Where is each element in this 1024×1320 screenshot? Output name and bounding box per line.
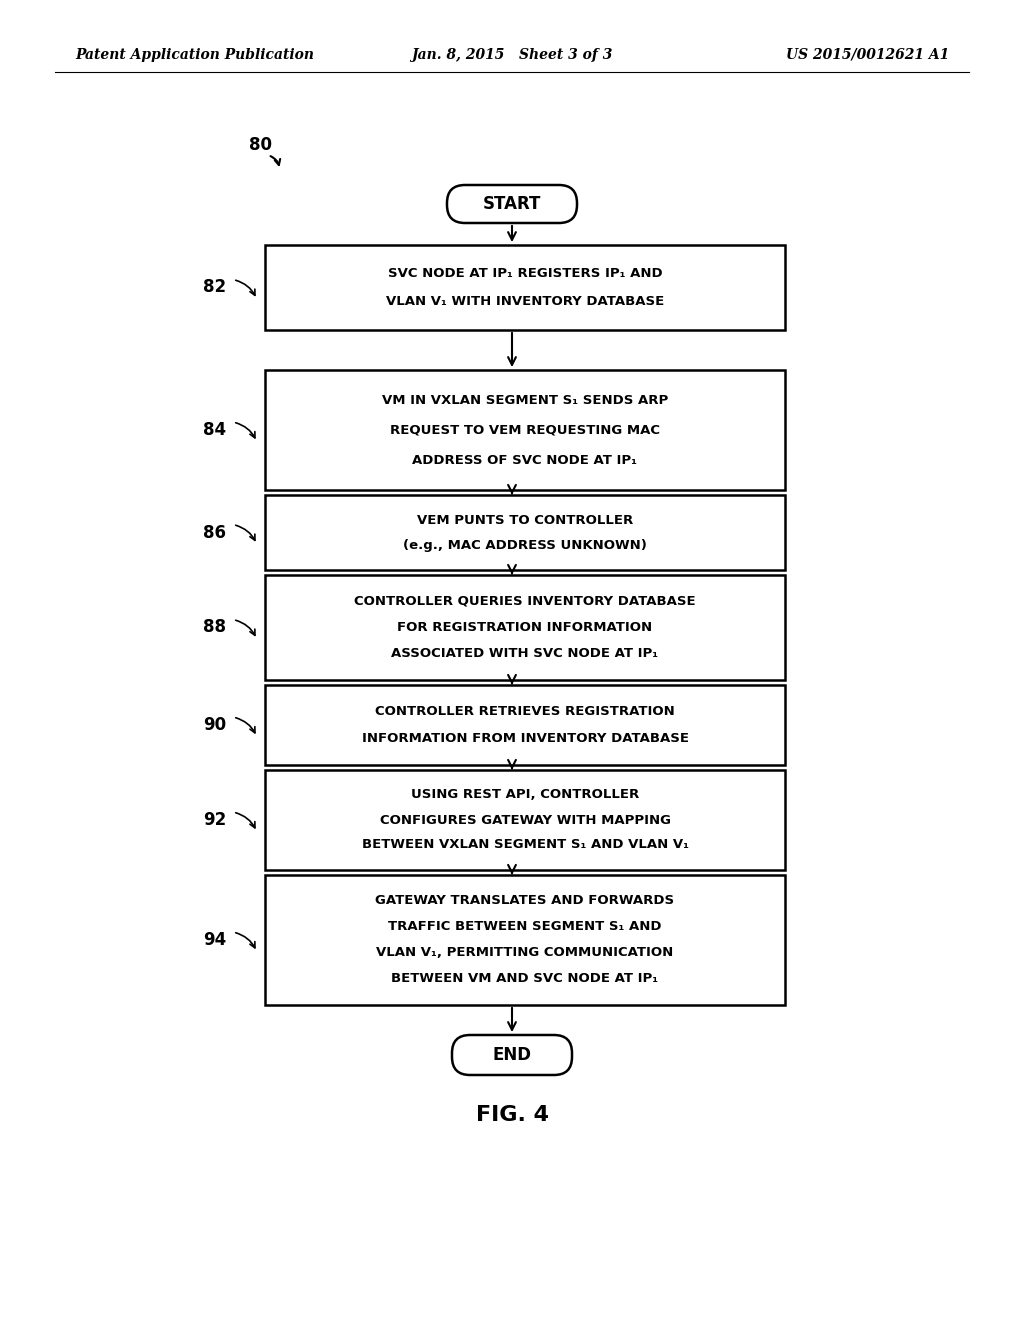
Text: ADDRESS OF SVC NODE AT IP₁: ADDRESS OF SVC NODE AT IP₁: [413, 454, 638, 466]
Bar: [265, 685, 785, 766]
Text: INFORMATION FROM INVENTORY DATABASE: INFORMATION FROM INVENTORY DATABASE: [361, 731, 688, 744]
Text: FIG. 4: FIG. 4: [475, 1105, 549, 1125]
Text: START: START: [482, 195, 542, 213]
Text: CONTROLLER QUERIES INVENTORY DATABASE: CONTROLLER QUERIES INVENTORY DATABASE: [354, 595, 696, 607]
Bar: [265, 495, 785, 570]
Text: VLAN V₁, PERMITTING COMMUNICATION: VLAN V₁, PERMITTING COMMUNICATION: [377, 946, 674, 960]
Text: 82: 82: [204, 279, 226, 297]
Text: BETWEEN VXLAN SEGMENT S₁ AND VLAN V₁: BETWEEN VXLAN SEGMENT S₁ AND VLAN V₁: [361, 838, 688, 851]
Bar: [265, 576, 785, 680]
Text: REQUEST TO VEM REQUESTING MAC: REQUEST TO VEM REQUESTING MAC: [390, 424, 660, 437]
Text: VEM PUNTS TO CONTROLLER: VEM PUNTS TO CONTROLLER: [417, 513, 633, 527]
Text: 84: 84: [204, 421, 226, 440]
Text: (e.g., MAC ADDRESS UNKNOWN): (e.g., MAC ADDRESS UNKNOWN): [403, 539, 647, 552]
Text: 86: 86: [204, 524, 226, 541]
Text: CONTROLLER RETRIEVES REGISTRATION: CONTROLLER RETRIEVES REGISTRATION: [375, 705, 675, 718]
Bar: [265, 875, 785, 1005]
Text: SVC NODE AT IP₁ REGISTERS IP₁ AND: SVC NODE AT IP₁ REGISTERS IP₁ AND: [388, 267, 663, 280]
Text: FOR REGISTRATION INFORMATION: FOR REGISTRATION INFORMATION: [397, 620, 652, 634]
Text: VLAN V₁ WITH INVENTORY DATABASE: VLAN V₁ WITH INVENTORY DATABASE: [386, 296, 665, 308]
Bar: [265, 770, 785, 870]
Text: VM IN VXLAN SEGMENT S₁ SENDS ARP: VM IN VXLAN SEGMENT S₁ SENDS ARP: [382, 393, 668, 407]
Text: BETWEEN VM AND SVC NODE AT IP₁: BETWEEN VM AND SVC NODE AT IP₁: [391, 973, 658, 986]
Bar: [265, 246, 785, 330]
Text: US 2015/0012621 A1: US 2015/0012621 A1: [785, 48, 949, 62]
Text: 94: 94: [204, 931, 226, 949]
Bar: [265, 370, 785, 490]
FancyBboxPatch shape: [447, 185, 577, 223]
Text: USING REST API, CONTROLLER: USING REST API, CONTROLLER: [411, 788, 639, 801]
Text: END: END: [493, 1045, 531, 1064]
Text: TRAFFIC BETWEEN SEGMENT S₁ AND: TRAFFIC BETWEEN SEGMENT S₁ AND: [388, 920, 662, 933]
Text: 92: 92: [204, 810, 226, 829]
Text: 80: 80: [249, 136, 271, 154]
FancyBboxPatch shape: [452, 1035, 572, 1074]
Text: 90: 90: [204, 715, 226, 734]
Text: Patent Application Publication: Patent Application Publication: [75, 48, 314, 62]
Text: CONFIGURES GATEWAY WITH MAPPING: CONFIGURES GATEWAY WITH MAPPING: [380, 813, 671, 826]
Text: Jan. 8, 2015   Sheet 3 of 3: Jan. 8, 2015 Sheet 3 of 3: [412, 48, 612, 62]
Text: GATEWAY TRANSLATES AND FORWARDS: GATEWAY TRANSLATES AND FORWARDS: [376, 895, 675, 908]
Text: 88: 88: [204, 619, 226, 636]
Text: ASSOCIATED WITH SVC NODE AT IP₁: ASSOCIATED WITH SVC NODE AT IP₁: [391, 647, 658, 660]
